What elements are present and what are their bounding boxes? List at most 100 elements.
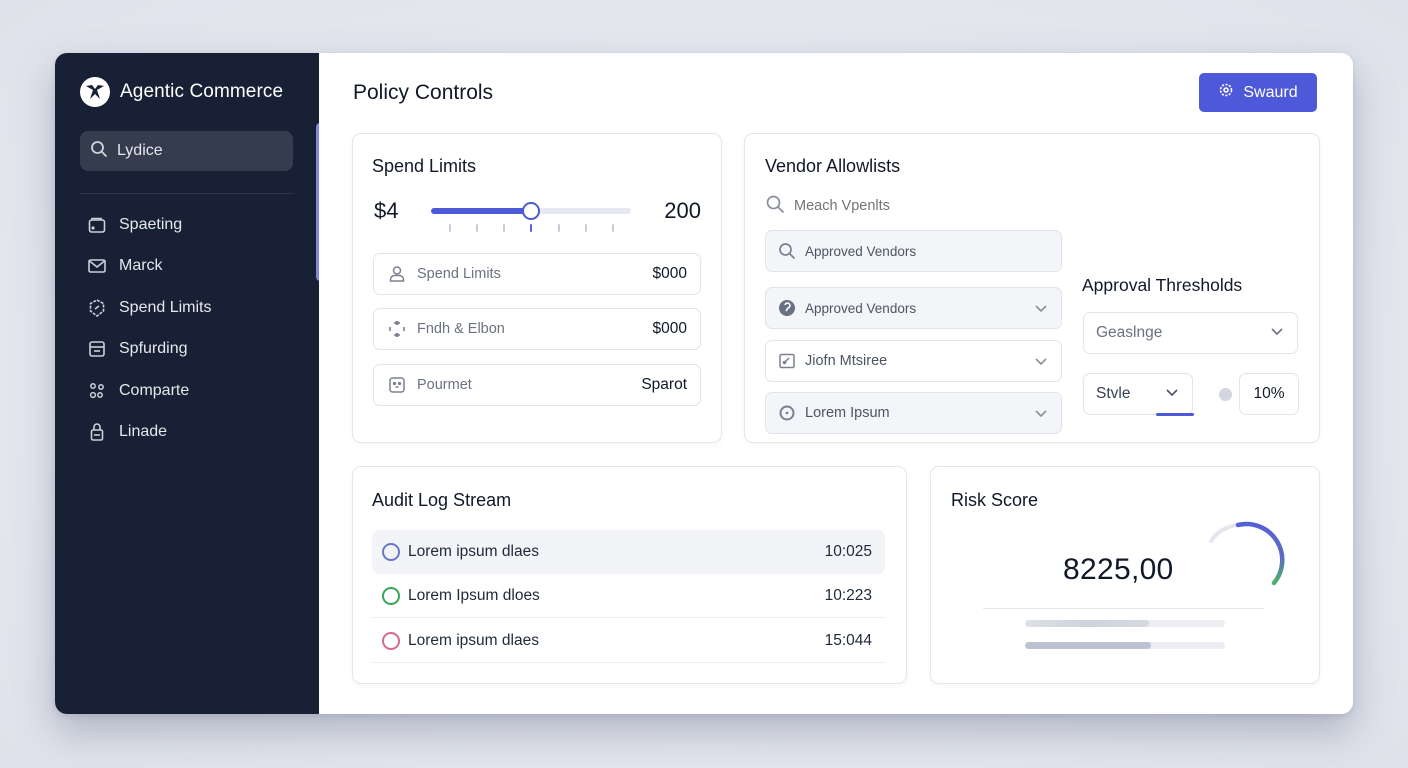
vendor-field-label: Lorem Ipsum [805, 405, 890, 421]
slider-tick [476, 224, 479, 232]
slider-tick [584, 224, 587, 232]
limit-row-pourmet[interactable]: Pourmet Sparot [373, 364, 701, 406]
approved-vendors-dropdown[interactable]: Approved Vendors [765, 287, 1062, 329]
slider-tick [503, 224, 506, 232]
limit-row-label: Spend Limits [417, 266, 501, 282]
slider-ticks [449, 224, 614, 232]
sidebar-item-marck[interactable]: Marck [80, 246, 293, 288]
risk-score-title: Risk Score [951, 490, 1039, 510]
vendor-field-label: Jiofn Mtsiree [805, 353, 888, 369]
wallet-icon [87, 215, 107, 235]
limit-row-value: $000 [652, 320, 687, 337]
limit-row-fndh-elbon[interactable]: Fndh & Elbon $000 [373, 308, 701, 350]
primary-action-label: Swaurd [1243, 83, 1298, 101]
limit-row-spend-limits[interactable]: Spend Limits $000 [373, 253, 701, 295]
vendor-allowlists-card: Vendor Allowlists Approved Vendors [744, 133, 1320, 443]
sidebar-item-label: Spend Limits [119, 298, 212, 316]
sidebar-search[interactable] [80, 131, 293, 171]
status-ring-icon [382, 543, 400, 561]
sidebar-item-label: Linade [119, 423, 168, 441]
lorem-ipsum-dropdown[interactable]: Lorem Ipsum [765, 392, 1062, 434]
chevron-down-icon [1033, 405, 1049, 421]
eye-circle-icon [778, 404, 796, 422]
log-message: Lorem ipsum dlaes [408, 631, 539, 649]
vendor-field-label: Approved Vendors [805, 300, 917, 316]
sidebar-item-spfurding[interactable]: Spfurding [80, 329, 293, 371]
slider-max-label: 200 [664, 198, 701, 223]
sidebar-item-label: Marck [119, 257, 163, 275]
risk-progress-fill [1025, 620, 1149, 627]
log-message: Lorem Ipsum dloes [408, 586, 540, 604]
vendor-search[interactable] [765, 194, 965, 218]
page-title: Policy Controls [353, 81, 494, 104]
brand[interactable]: Agentic Commerce [80, 77, 293, 107]
primary-action-button[interactable]: Swaurd [1199, 73, 1317, 112]
chevron-down-icon [1033, 300, 1049, 316]
slider-fill [431, 208, 531, 214]
threshold-percent-input[interactable]: 10% [1239, 373, 1299, 415]
main-content: Policy Controls Swaurd Spend Limits $4 [319, 53, 1353, 714]
sidebar-item-spend-limits[interactable]: Spend Limits [80, 287, 293, 329]
chevron-down-icon [1164, 384, 1180, 405]
chevron-down-icon [1269, 323, 1285, 344]
risk-progress-fill [1025, 642, 1151, 649]
limit-row-label: Pourmet [417, 377, 472, 393]
sidebar-item-linade[interactable]: Linade [80, 412, 293, 454]
sidebar-item-comparte[interactable]: Comparte [80, 370, 293, 412]
slider-tick [611, 224, 614, 232]
vendor-search-input[interactable] [794, 198, 954, 214]
log-time: 10:223 [824, 586, 872, 604]
log-row[interactable]: Lorem Ipsum dloes 10:223 [372, 574, 885, 618]
archive-icon [87, 339, 107, 359]
sidebar-item-label: Comparte [119, 381, 190, 399]
log-row[interactable]: Lorem ipsum dlaes 15:044 [372, 619, 885, 663]
log-time: 10:025 [824, 543, 872, 560]
slider-min-label: $4 [374, 198, 399, 223]
sidebar-search-input[interactable] [117, 142, 277, 160]
risk-score-card: Risk Score 8225,00 [930, 466, 1320, 684]
threshold-select-primary[interactable]: Geaslnge [1083, 312, 1298, 354]
sidebar-item-label: Spaeting [119, 215, 183, 233]
brand-name: Agentic Commerce [120, 81, 284, 102]
approved-vendors-search-field[interactable]: Approved Vendors [765, 230, 1062, 272]
log-row[interactable]: Lorem ipsum dlaes 10:025 [372, 530, 885, 574]
vendor-circle-icon [778, 299, 796, 317]
spend-slider[interactable] [431, 202, 631, 220]
sidebar-divider [80, 193, 293, 194]
approval-thresholds-title: Approval Thresholds [1082, 275, 1243, 295]
sidebar: Agentic Commerce Spaeting [55, 53, 324, 714]
nodes-icon [387, 319, 407, 339]
sidebar-item-spaeting[interactable]: Spaeting [80, 204, 293, 246]
status-ring-icon [382, 631, 400, 650]
threshold-select-value: Geaslnge [1096, 324, 1163, 341]
risk-gauge-icon [1201, 517, 1291, 602]
limit-row-label: Fndh & Elbon [417, 321, 505, 337]
log-time: 15:044 [824, 631, 872, 649]
risk-divider [983, 608, 1264, 609]
threshold-select-style[interactable]: Stvle [1083, 373, 1194, 416]
gear-icon [1218, 82, 1234, 103]
risk-progress-bar [1025, 642, 1225, 649]
mail-icon [87, 256, 107, 276]
spend-limits-title: Spend Limits [372, 156, 477, 176]
limit-row-value: Sparot [641, 376, 687, 393]
jiofn-mtsiree-dropdown[interactable]: Jiofn Mtsiree [765, 340, 1062, 382]
status-ring-icon [382, 586, 400, 605]
face-box-icon [387, 375, 407, 395]
search-icon [765, 194, 785, 219]
image-box-icon [778, 352, 796, 370]
vendor-field-label: Approved Vendors [805, 243, 917, 259]
audit-log-card: Audit Log Stream Lorem ipsum dlaes 10:02… [352, 466, 907, 684]
log-message: Lorem ipsum dlaes [408, 543, 539, 560]
user-icon [387, 264, 407, 284]
threshold-toggle-dot[interactable] [1219, 388, 1232, 401]
audit-log-title: Audit Log Stream [372, 490, 512, 510]
vendor-allowlists-title: Vendor Allowlists [765, 156, 901, 176]
slider-thumb[interactable] [522, 202, 540, 220]
chevron-down-icon [1033, 353, 1049, 369]
risk-score-value: 8225,00 [1063, 553, 1174, 586]
badge-icon [87, 298, 107, 318]
sidebar-item-label: Spfurding [119, 340, 188, 358]
slider-tick-active [530, 224, 533, 232]
link-icon [87, 381, 107, 401]
